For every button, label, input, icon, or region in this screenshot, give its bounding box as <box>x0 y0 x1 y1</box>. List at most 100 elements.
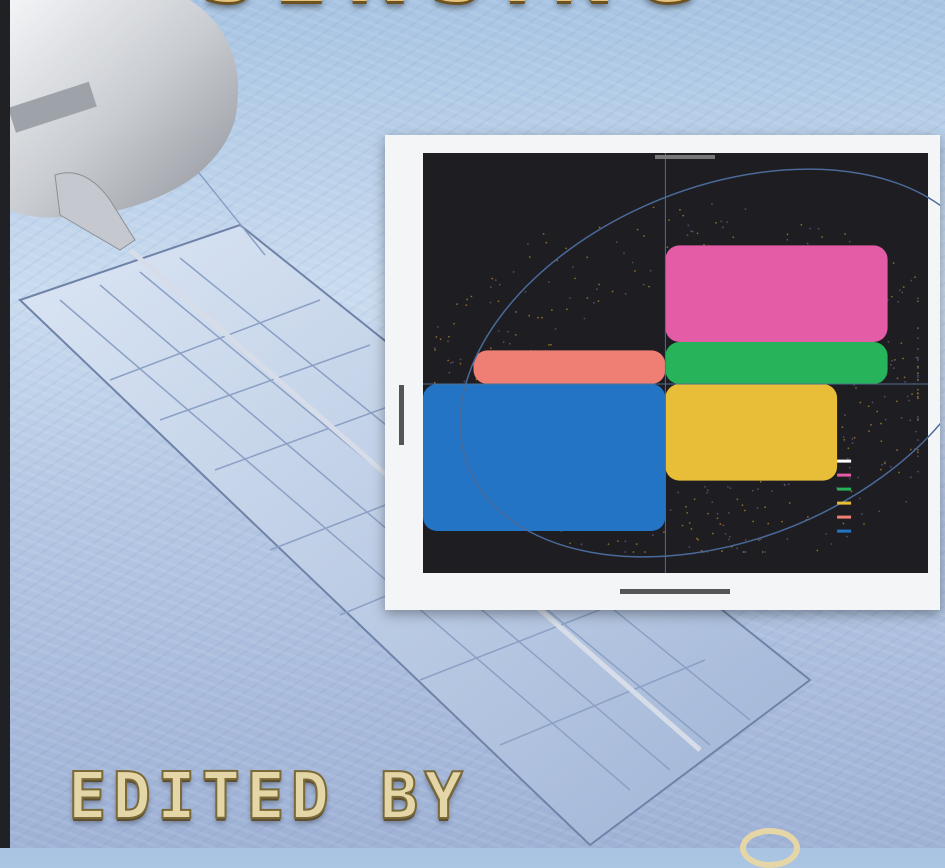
scatter-point <box>853 436 856 439</box>
book-title-fragment: SENSING <box>200 0 840 20</box>
scatter-point <box>917 418 919 420</box>
scatter-point <box>565 247 567 250</box>
scatter-point <box>498 283 501 286</box>
scatter-point <box>586 297 589 299</box>
cluster-region-green <box>665 342 888 384</box>
scatter-point <box>729 487 732 490</box>
scatter-point <box>728 536 731 538</box>
scatter-point <box>846 457 849 460</box>
scatter-point <box>574 277 577 280</box>
scatter-point <box>903 376 906 379</box>
scatter-point <box>842 522 845 525</box>
antenna-cone <box>54 172 136 251</box>
scatter-point <box>880 440 883 443</box>
scatter-point <box>889 465 892 468</box>
scatter-point <box>508 342 511 345</box>
scatter-point <box>786 238 789 241</box>
scatter-point <box>917 448 919 451</box>
scatter-point <box>556 259 559 262</box>
scatter-point <box>597 300 600 302</box>
chart-inset <box>385 135 940 610</box>
scatter-point <box>527 243 529 245</box>
scatter-point <box>727 512 730 514</box>
scatter-point <box>902 357 904 360</box>
scatter-point <box>917 388 919 391</box>
scatter-point <box>715 221 717 224</box>
scatter-point <box>681 524 684 527</box>
scatter-point <box>433 381 436 384</box>
cluster-region-pink <box>665 245 888 342</box>
scatter-point <box>917 337 919 340</box>
scatter-point <box>541 316 543 319</box>
scatter-point <box>884 418 887 421</box>
scatter-point <box>917 356 919 359</box>
legend-entry <box>837 529 852 533</box>
scatter-point <box>917 378 919 381</box>
scatter-point <box>743 509 746 512</box>
scatter-point <box>884 461 887 463</box>
scatter-point <box>744 208 747 211</box>
scatter-point <box>867 405 870 408</box>
scatter-point <box>821 236 823 238</box>
scatter-point <box>514 311 517 313</box>
scatter-point <box>905 500 908 503</box>
editor-heading: EDITED BY <box>67 759 469 835</box>
scatter-point <box>448 371 451 374</box>
scatter-point <box>891 359 893 362</box>
scatter-point <box>751 489 754 492</box>
scatter-point <box>741 504 744 507</box>
scatter-point <box>598 226 601 229</box>
scatter-point <box>800 223 803 226</box>
scatter-point <box>633 270 636 272</box>
scatter-point <box>528 314 531 317</box>
scatter-point <box>816 549 819 552</box>
scatter-point <box>908 399 910 402</box>
scatter-point <box>788 502 791 504</box>
scatter-point <box>554 327 557 330</box>
scatter-point <box>771 490 774 492</box>
scatter-point <box>598 283 601 286</box>
publisher-logo-fragment <box>740 828 800 868</box>
scatter-point <box>435 336 438 338</box>
scatter-point <box>855 386 857 389</box>
scatter-point <box>911 393 913 396</box>
scatter-point <box>706 491 708 494</box>
scatter-point <box>720 220 723 223</box>
scatter-point <box>542 233 545 235</box>
scatter-point <box>537 316 539 319</box>
scatter-point <box>648 285 650 288</box>
scatter-point <box>917 374 919 377</box>
scatter-point <box>669 509 672 511</box>
scatter-point <box>917 359 919 362</box>
scatter-point <box>569 542 572 545</box>
scatter-point <box>497 329 500 332</box>
scatter-point <box>677 491 680 494</box>
scatter-point <box>892 262 895 264</box>
scatter-point <box>761 551 764 553</box>
scatter-point <box>547 280 550 283</box>
scatter-point <box>687 224 690 227</box>
scatter-point <box>817 227 820 230</box>
scatter-point <box>459 358 462 361</box>
scatter-point <box>615 241 618 244</box>
scatter-point <box>752 520 755 523</box>
scatter-point <box>917 365 919 368</box>
scatter-point <box>688 546 691 548</box>
scatter-point <box>433 347 436 350</box>
scatter-point <box>898 289 901 292</box>
scatter-point <box>881 463 883 466</box>
scatter-point <box>897 300 900 303</box>
scatter-point <box>871 401 874 404</box>
scatter-point <box>451 361 454 364</box>
scatter-point <box>728 538 730 541</box>
scatter-point <box>711 203 713 206</box>
scatter-point <box>635 543 638 545</box>
cluster-region-salmon <box>473 350 666 384</box>
legend-entry <box>837 459 852 463</box>
scatter-point <box>607 543 610 546</box>
scatter-point <box>914 430 917 433</box>
scatter-point <box>896 449 899 452</box>
scatter-point <box>842 436 845 438</box>
scatter-point <box>781 520 783 523</box>
scatter-point <box>465 304 468 307</box>
